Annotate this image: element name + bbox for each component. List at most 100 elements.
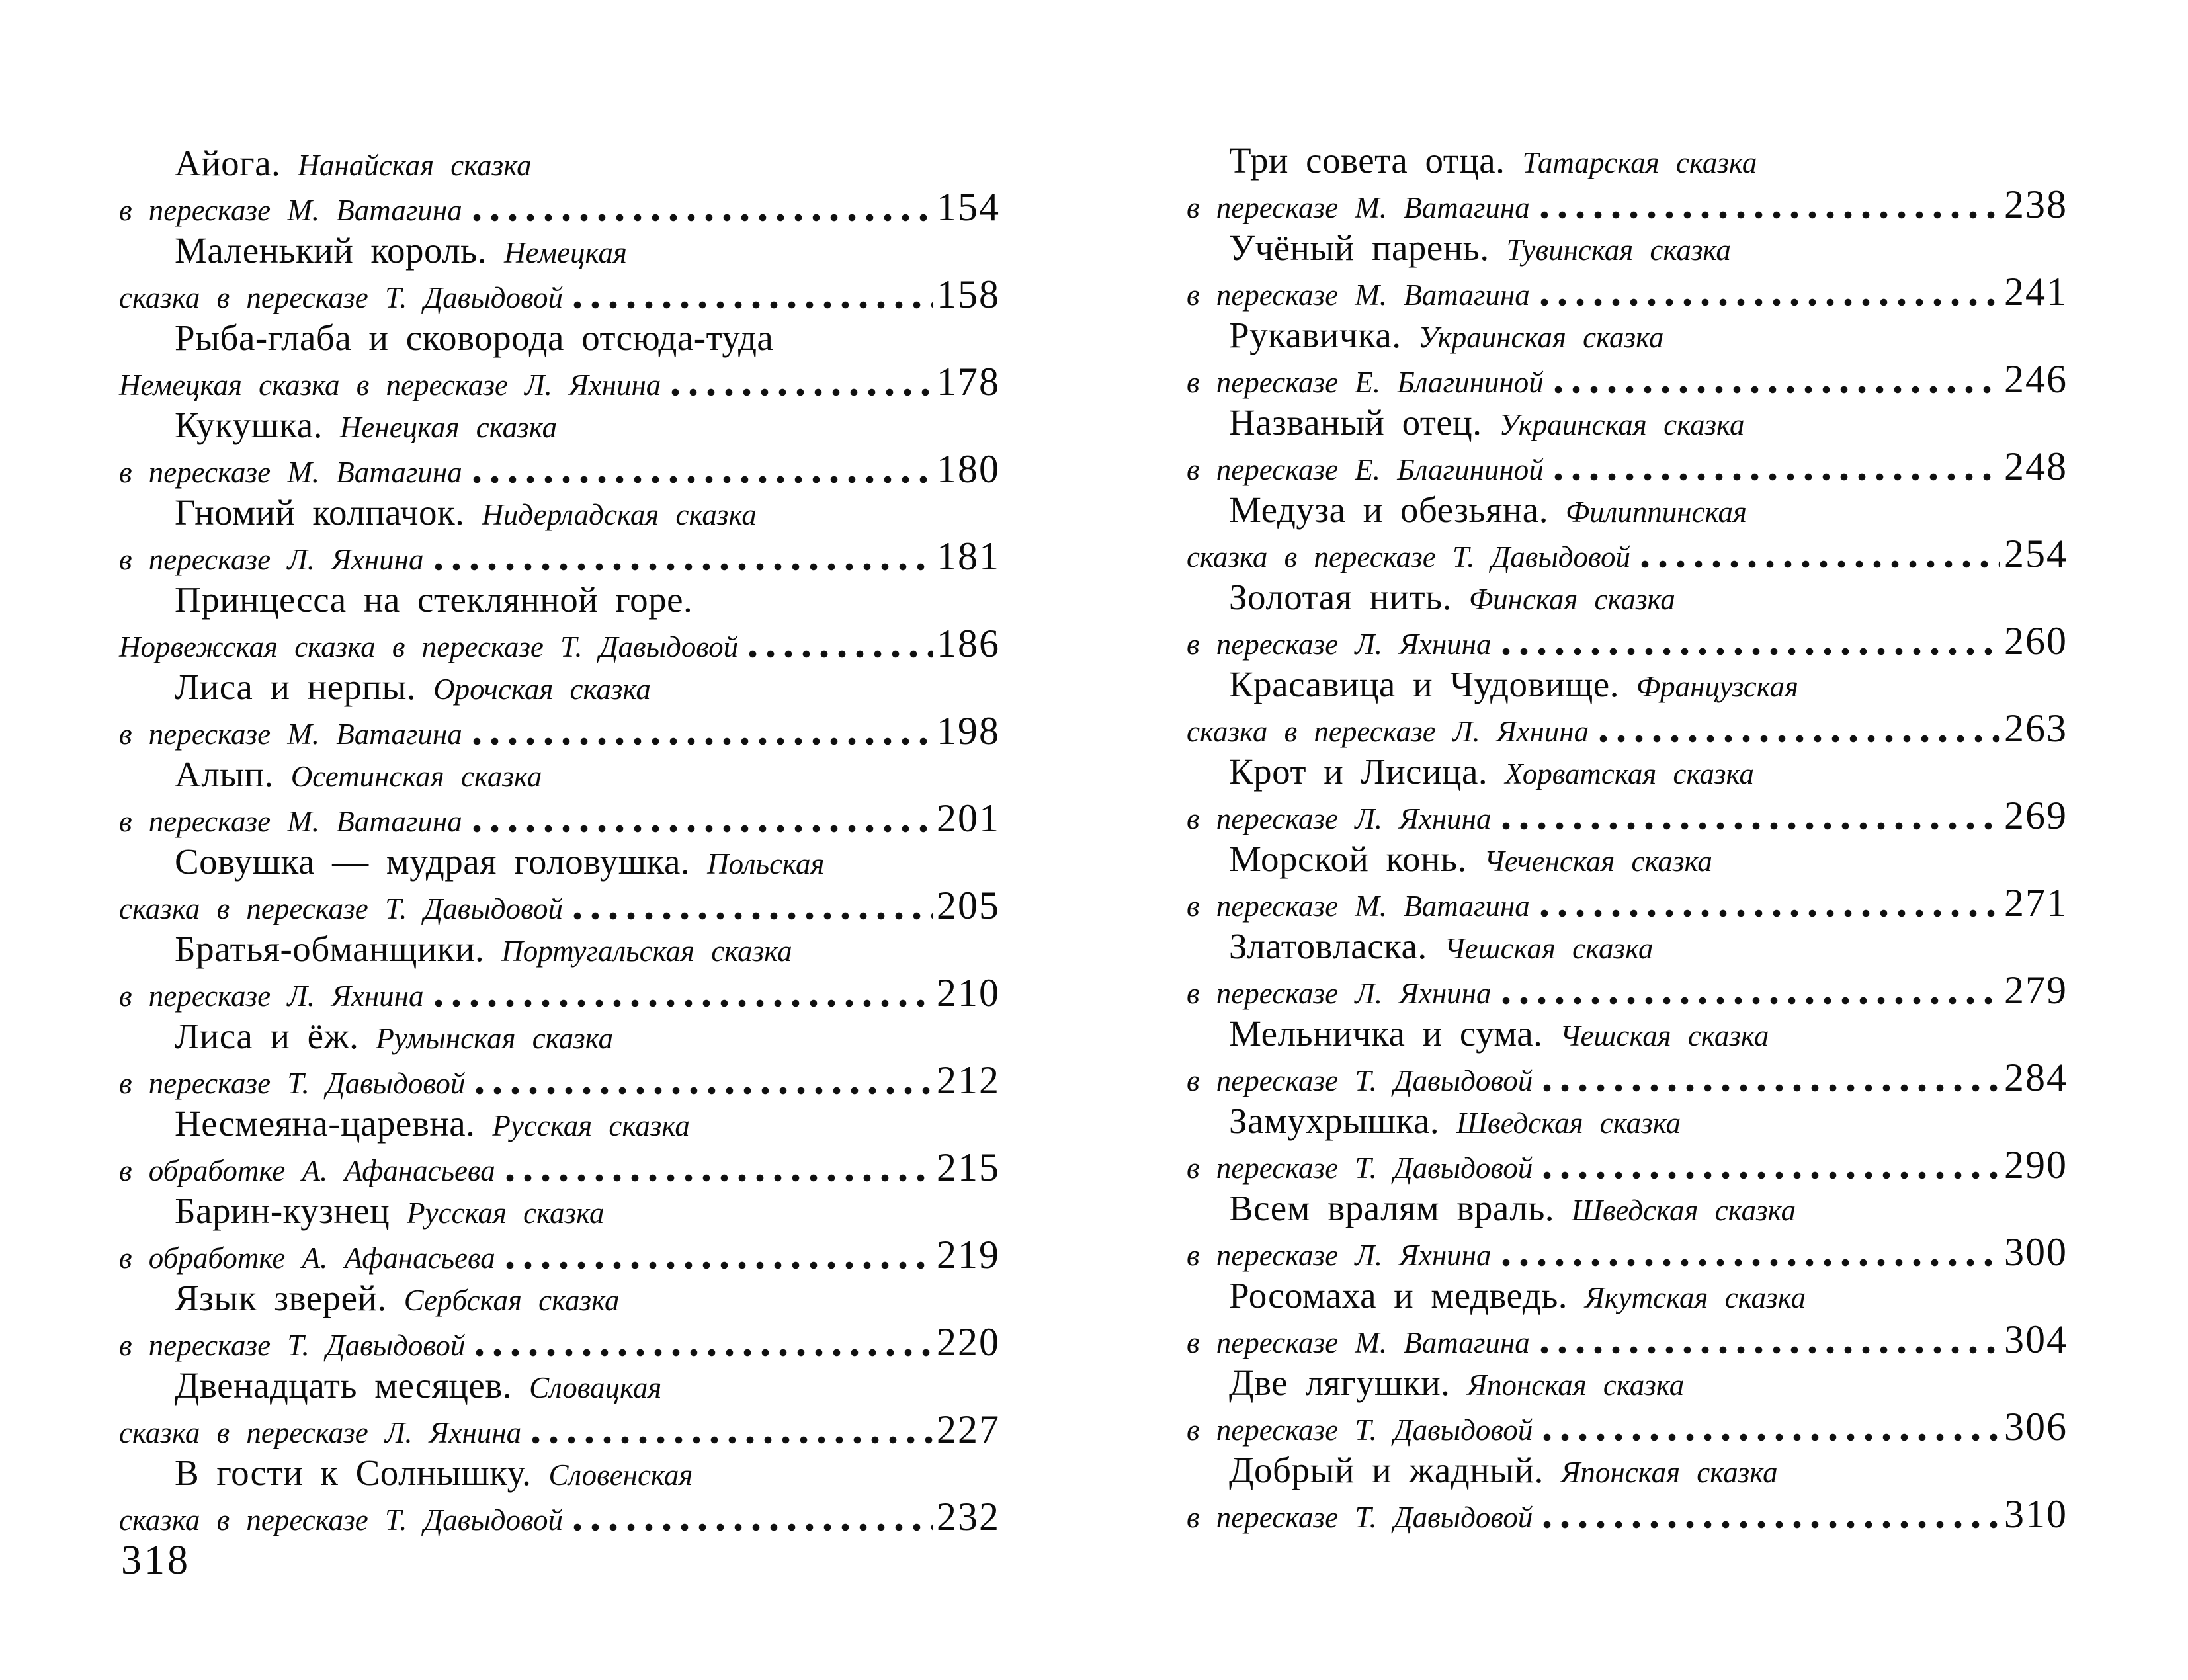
dot-leader	[1540, 909, 2000, 917]
toc-entry-title-line: Братья-обманщики. Португальская сказка	[119, 927, 1000, 971]
toc-entry-page-line: в пересказе Т. Давыдовой 290	[1187, 1143, 2068, 1187]
entry-subtitle: Финская сказка	[1468, 583, 1675, 616]
dot-leader	[1501, 822, 2000, 830]
entry-attribution: в пересказе Т. Давыдовой	[1187, 1501, 1533, 1534]
entry-page-number: 181	[937, 534, 1000, 578]
toc-entry-page-line: в пересказе Е. Благининой 248	[1187, 444, 2068, 488]
toc-entry-title-line: Всем вралям враль. Шведская сказка	[1187, 1187, 2068, 1230]
toc-entry-title-line: Красавица и Чудовище. Французская	[1187, 663, 2068, 706]
toc-entry-page-line: в пересказе М. Ватагина 198	[119, 709, 1000, 753]
entry-attribution: в пересказе Л. Яхнина	[119, 980, 424, 1013]
toc-entry: Названый отец. Украинская сказка в переск…	[1187, 401, 2068, 488]
dot-leader	[1554, 473, 2000, 481]
entry-attribution: сказка в пересказе Т. Давыдовой	[119, 281, 563, 314]
entry-page-number: 201	[937, 796, 1000, 840]
entry-attribution: в пересказе М. Ватагина	[1187, 191, 1530, 224]
toc-entry-page-line: сказка в пересказе Т. Давыдовой 158	[119, 273, 1000, 316]
entry-subtitle: Французская	[1636, 670, 1799, 703]
entry-subtitle: Тувинская сказка	[1506, 233, 1731, 267]
entry-title: В гости к Солнышку.	[175, 1452, 532, 1493]
entry-title: Маленький король.	[175, 230, 487, 271]
dot-leader	[434, 999, 933, 1007]
entry-subtitle: Японская сказка	[1467, 1368, 1685, 1402]
toc-entry: Две лягушки. Японская сказка в пересказе …	[1187, 1361, 2068, 1449]
dot-leader	[573, 912, 933, 920]
toc-entry-title-line: Росомаха и медведь. Якутская сказка	[1187, 1274, 2068, 1318]
dot-leader	[749, 650, 933, 658]
toc-entry: Язык зверей. Сербская сказка в пересказе …	[119, 1277, 1000, 1364]
toc-entry-page-line: в пересказе Л. Яхнина 181	[119, 534, 1000, 578]
entry-subtitle: Осетинская сказка	[290, 760, 542, 793]
entry-title: Айога.	[175, 143, 281, 183]
toc-entry-page-line: в пересказе Л. Яхнина 210	[119, 971, 1000, 1015]
entry-page-number: 269	[2004, 794, 2068, 837]
entry-page-number: 215	[937, 1146, 1000, 1189]
entry-attribution: в пересказе М. Ватагина	[119, 718, 462, 751]
toc-entry: Росомаха и медведь. Якутская сказка в пер…	[1187, 1274, 2068, 1361]
entry-title: Медуза и обезьяна.	[1229, 489, 1548, 530]
entry-title: Совушка — мудрая головушка.	[175, 841, 691, 882]
entry-page-number: 210	[937, 971, 1000, 1015]
entry-page-number: 198	[937, 709, 1000, 753]
entry-title: Гномий колпачок.	[175, 492, 465, 532]
toc-entry-page-line: в пересказе Т. Давыдовой 284	[1187, 1056, 2068, 1099]
toc-entry-title-line: Несмеяна-царевна. Русская сказка	[119, 1102, 1000, 1146]
toc-entry-title-line: Айога. Нанайская сказка	[119, 142, 1000, 185]
toc-entry-title-line: Совушка — мудрая головушка. Польская	[119, 840, 1000, 884]
entry-subtitle: Чешская сказка	[1560, 1019, 1769, 1052]
entry-page-number: 260	[2004, 619, 2068, 663]
toc-column-right: Три совета отца. Татарская сказка в перес…	[1187, 139, 2068, 1536]
entry-attribution: в пересказе Т. Давыдовой	[119, 1329, 466, 1362]
entry-title: Учёный парень.	[1229, 228, 1490, 268]
dot-leader	[1543, 1171, 2000, 1179]
entry-attribution: в пересказе Л. Яхнина	[1187, 1239, 1492, 1272]
entry-page-number: 232	[937, 1495, 1000, 1538]
entry-subtitle: Татарская сказка	[1522, 146, 1757, 179]
toc-entry: Крот и Лисица. Хорватская сказка в переск…	[1187, 750, 2068, 837]
entry-attribution: сказка в пересказе Л. Яхнина	[119, 1416, 522, 1449]
toc-entry-title-line: Названый отец. Украинская сказка	[1187, 401, 2068, 444]
entry-subtitle: Словенская	[548, 1458, 693, 1491]
entry-page-number: 246	[2004, 357, 2068, 401]
entry-subtitle: Шведская сказка	[1572, 1194, 1796, 1227]
entry-subtitle: Японская сказка	[1560, 1456, 1778, 1489]
entry-title: Росомаха и медведь.	[1229, 1275, 1568, 1316]
entry-title: Рукавичка.	[1229, 315, 1402, 355]
entry-page-number: 212	[937, 1058, 1000, 1102]
entry-page-number: 300	[2004, 1230, 2068, 1274]
toc-entry-page-line: сказка в пересказе Т. Давыдовой 205	[119, 884, 1000, 927]
toc-entry-page-line: сказка в пересказе Т. Давыдовой 254	[1187, 532, 2068, 575]
toc-entry-page-line: в пересказе М. Ватагина 180	[119, 447, 1000, 491]
entry-page-number: 186	[937, 622, 1000, 665]
entry-title: Две лягушки.	[1229, 1363, 1451, 1403]
toc-entry-page-line: в пересказе Т. Давыдовой 310	[1187, 1492, 2068, 1536]
entry-attribution: в пересказе М. Ватагина	[119, 194, 462, 227]
entry-page-number: 263	[2004, 706, 2068, 750]
entry-page-number: 241	[2004, 270, 2068, 314]
toc-entry: Кукушка. Ненецкая сказка в пересказе М. В…	[119, 403, 1000, 491]
entry-title: Златовласка.	[1229, 926, 1427, 966]
toc-entry-page-line: в пересказе Л. Яхнина 300	[1187, 1230, 2068, 1274]
toc-entry: Маленький король. Немецкая сказка в перес…	[119, 229, 1000, 316]
toc-entry-page-line: в обработке А. Афанасьева 219	[119, 1233, 1000, 1277]
entry-attribution: сказка в пересказе Т. Давыдовой	[119, 1503, 563, 1536]
entry-title: Барин-кузнец	[175, 1191, 390, 1231]
toc-entry-page-line: в пересказе Т. Давыдовой 306	[1187, 1405, 2068, 1449]
toc-entry-title-line: Маленький король. Немецкая	[119, 229, 1000, 273]
entry-page-number: 290	[2004, 1143, 2068, 1187]
dot-leader	[1543, 1433, 2000, 1441]
entry-attribution: в пересказе Л. Яхнина	[1187, 977, 1492, 1010]
entry-subtitle: Русская сказка	[407, 1197, 605, 1230]
toc-entry-title-line: Лиса и ёж. Румынская сказка	[119, 1015, 1000, 1058]
entry-title: Алып.	[175, 754, 274, 794]
dot-leader	[1501, 648, 2000, 655]
entry-title: Рыба-глаба и сковорода отсюда-туда	[175, 317, 774, 358]
dot-leader	[532, 1436, 933, 1444]
toc-entry-title-line: Лиса и нерпы. Орочская сказка	[119, 665, 1000, 709]
toc-entry-title-line: Гномий колпачок. Нидерладская сказка	[119, 491, 1000, 534]
dot-leader	[1641, 560, 2000, 568]
entry-subtitle: Якутская сказка	[1585, 1281, 1806, 1314]
dot-leader	[1540, 211, 2000, 219]
toc-entry-title-line: Крот и Лисица. Хорватская сказка	[1187, 750, 2068, 794]
